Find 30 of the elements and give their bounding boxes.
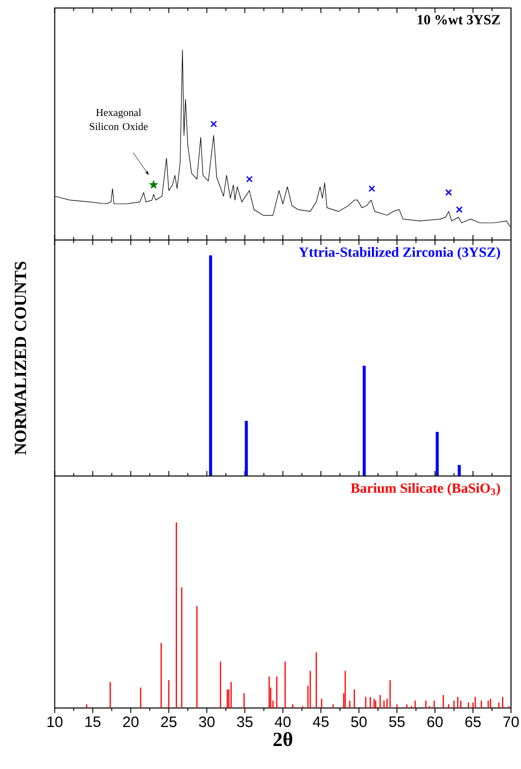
bar	[209, 255, 212, 476]
y-axis-title: NORMALIZED COUNTS	[14, 262, 26, 455]
x-tick-label: 70	[503, 716, 519, 728]
point	[149, 180, 158, 189]
x-tick-label: 55	[389, 716, 405, 727]
chart-title: 10 %wt 3YSZ	[418, 14, 500, 24]
annotation: Hexagonal Silicon Oxide	[90, 108, 148, 130]
x-tick-label: 10	[48, 716, 62, 728]
point	[368, 185, 376, 192]
x-tick-label: 45	[312, 716, 329, 727]
x-tick-label: 65	[465, 716, 481, 728]
x-tick-label: 50	[351, 716, 367, 728]
bar	[362, 366, 366, 476]
x-tick-label: 20	[123, 716, 138, 728]
bar	[458, 464, 461, 476]
point	[210, 120, 217, 128]
x-tick-label: 15	[86, 716, 100, 727]
bar	[436, 432, 439, 476]
point	[445, 189, 452, 196]
bar	[244, 420, 248, 476]
x-axis-title: 2θ	[273, 732, 292, 746]
chart-title: Yttria-Stabilized Zirconia (3YSZ)	[298, 247, 500, 260]
x-tick-label: 40	[274, 716, 291, 728]
point	[246, 176, 253, 182]
x-tick-label: 25	[161, 716, 176, 728]
x-tick-label: 35	[237, 716, 253, 728]
x-tick-label: 30	[199, 716, 215, 728]
x-tick-label: 60	[427, 716, 443, 728]
chart-title: Barium Silicate (BaSiO$_{3}$)	[350, 482, 500, 496]
point	[456, 206, 463, 213]
